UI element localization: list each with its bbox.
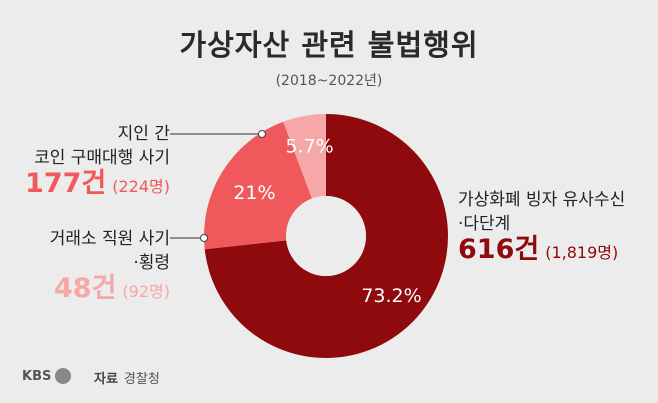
label-bottom-left-line1: 거래소 직원 사기 (49, 229, 170, 249)
source-note: 자료 경찰청 (94, 368, 160, 387)
label-top-left: 지인 간 코인 구매대행 사기 177건 (224명) (20, 122, 170, 199)
label-right-people: (1,819명) (545, 243, 619, 262)
slice-purchase-fraud (204, 121, 312, 250)
slice-exchange-fraud (283, 114, 326, 199)
leader-dot-top (258, 130, 266, 138)
chart-title: 가상자산 관련 불법행위 (179, 28, 479, 62)
kbs-logo-icon (55, 368, 72, 384)
label-top-left-line2: 코인 구매대행 사기 (34, 148, 170, 168)
source-label: 자료 (94, 372, 118, 387)
kbs-logo-text: KBS (22, 368, 52, 384)
label-right-line2: ·다단계 (458, 214, 511, 234)
label-bottom-left: 거래소 직원 사기 ·횡령 48건 (92명) (20, 227, 170, 304)
label-right: 가상화폐 빙자 유사수신 ·다단계 616건 (1,819명) (458, 188, 648, 265)
label-right-line1: 가상화폐 빙자 유사수신 (458, 190, 626, 210)
label-top-left-line1: 지인 간 (117, 124, 170, 144)
source-text: 경찰청 (123, 372, 160, 387)
chart-subtitle: (2018~2022년) (275, 73, 383, 89)
slice-label-purchase-fraud: 21% (233, 182, 275, 204)
slice-multilevel (204, 114, 448, 358)
label-top-left-people: (224명) (112, 177, 170, 196)
label-right-cases: 616건 (458, 234, 540, 265)
slice-label-multilevel: 73.2% (361, 285, 421, 307)
donut-hole (286, 196, 366, 276)
label-top-left-cases: 177건 (25, 168, 107, 199)
label-bottom-left-people: (92명) (122, 282, 170, 301)
kbs-logo: KBS (22, 368, 72, 384)
label-bottom-left-cases: 48건 (54, 273, 117, 304)
label-bottom-left-line2: ·횡령 (133, 253, 170, 273)
slice-label-exchange-fraud: 5.7% (285, 135, 333, 157)
leader-dot-bottom (200, 234, 208, 242)
